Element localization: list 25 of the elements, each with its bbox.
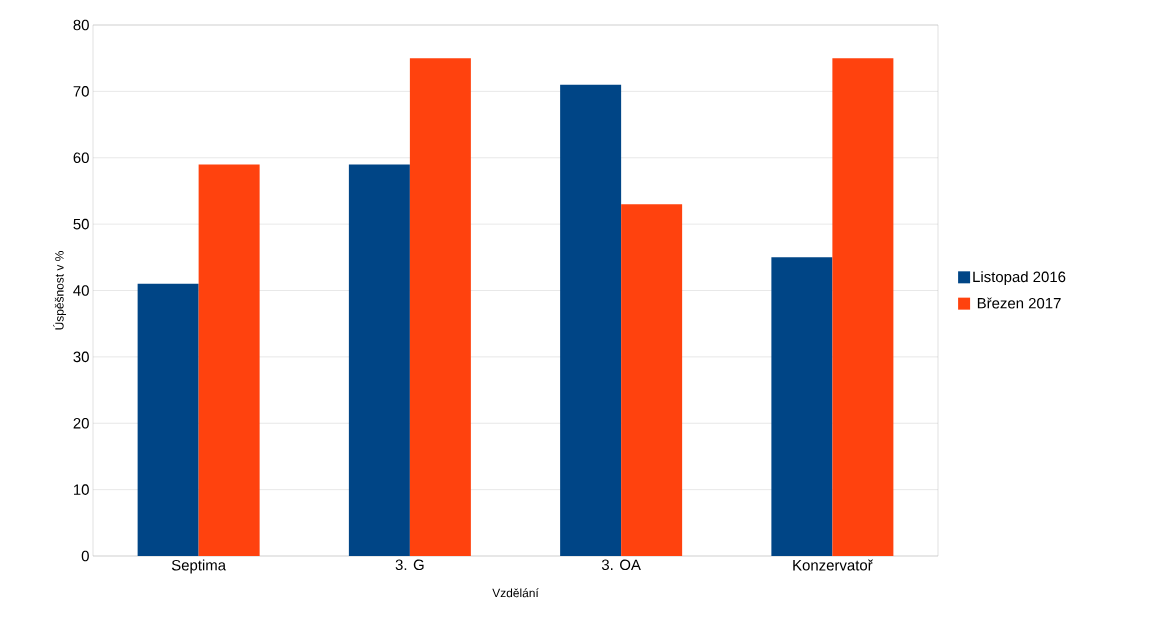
bar xyxy=(409,58,471,556)
y-tick-label: 20 xyxy=(73,417,89,429)
bar xyxy=(771,257,833,556)
x-tick-label: Septima xyxy=(171,559,227,574)
bar xyxy=(560,84,622,556)
y-tick-label: 50 xyxy=(73,218,89,230)
bar xyxy=(832,58,894,556)
x-tick-label: 3. G xyxy=(395,559,424,571)
bar xyxy=(198,164,260,556)
x-tick-label: Konzervatoř xyxy=(793,559,873,571)
bar xyxy=(621,204,683,556)
legend-label: Březen 2017 xyxy=(977,297,1061,309)
legend-label: Listopad 2016 xyxy=(973,271,1066,286)
y-axis-title: Úspěšnost v % xyxy=(53,251,67,330)
x-tick-label: 3. OA xyxy=(601,559,641,571)
y-tick-label: 80 xyxy=(73,19,89,31)
y-tick-label: 70 xyxy=(73,86,89,97)
y-tick-label: 0 xyxy=(81,550,89,562)
bar xyxy=(137,283,199,556)
y-tick-label: 10 xyxy=(74,484,89,495)
y-tick-label: 40 xyxy=(73,285,89,296)
bar xyxy=(348,164,410,556)
y-tick-label: 30 xyxy=(73,351,89,363)
x-axis-title: Vzdělání xyxy=(492,588,539,598)
y-tick-label: 60 xyxy=(73,152,89,164)
